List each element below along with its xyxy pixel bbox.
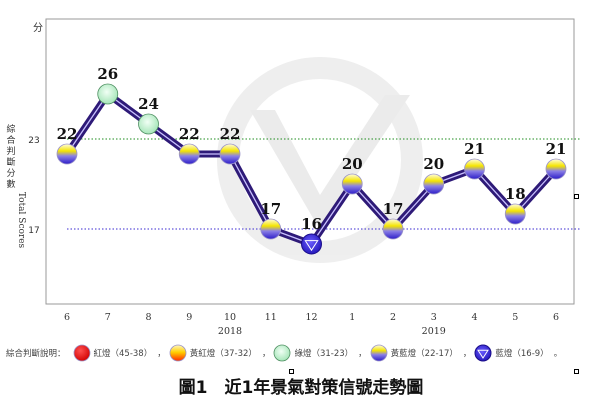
value-label-0: 22: [57, 125, 78, 143]
value-label-6: 16: [301, 215, 322, 233]
legend-item-blue: 藍燈（16-9）: [473, 343, 549, 363]
value-label-9: 20: [423, 155, 444, 173]
marker-6-0: [56, 143, 78, 165]
legend-marker-red: [73, 344, 90, 362]
value-label-1: 26: [97, 65, 118, 83]
x-tick-label-5: 11: [265, 312, 277, 323]
marker-8-2: [138, 113, 159, 135]
selection-handle-bottom-right[interactable]: [574, 369, 579, 374]
marker-10-4: [219, 143, 241, 165]
legend-separator: ，: [358, 349, 367, 359]
legend: 綜合判斷說明： 紅燈（45-38） ， 黃紅燈（37-32） ， 綠燈（31-23） ， 黃…: [6, 340, 564, 366]
x-tick-label-2: 8: [145, 312, 151, 323]
year-labels: 2018 2019: [218, 326, 446, 337]
y-axis-label-en: Total Scores: [16, 192, 26, 249]
value-label-8: 17: [383, 200, 404, 218]
year-label-2019: 2019: [422, 326, 446, 337]
legend-marker-yellow-blue: [370, 344, 388, 362]
y-tick-label-17: 17: [28, 226, 39, 236]
legend-swatch-yellow-red: [169, 344, 187, 362]
legend-label: 綠燈（31-23）: [294, 349, 354, 359]
y-axis-label-zh: 綜合判斷分數: [6, 123, 15, 190]
marker-11-5: [260, 218, 282, 240]
legend-item-green: 綠燈（31-23）: [272, 343, 353, 363]
value-label-2: 24: [138, 95, 159, 113]
marker-12-6-triangle: [304, 240, 319, 252]
marker-3-9: [423, 173, 445, 195]
y-tick-label-23: 23: [28, 136, 39, 146]
chart-title: 圖1 近1年景氣對策信號走勢圖: [178, 378, 424, 398]
legend-separator: ，: [261, 349, 271, 359]
legend-label: 黃紅燈（37-32）: [189, 349, 257, 359]
y-unit-label: 分: [33, 22, 43, 34]
selection-handle-bottom-left[interactable]: [289, 369, 294, 374]
value-labels: 22 26 24 22 22 17 16 20 17 20 21 18 21: [57, 65, 567, 233]
x-tick-label-7: 1: [349, 312, 355, 323]
legend-marker-green: [274, 344, 291, 362]
x-tick-label-10: 4: [471, 312, 477, 323]
marker-1-7: [341, 173, 363, 195]
legend-separator: 。: [553, 349, 563, 359]
value-label-5: 17: [260, 200, 281, 218]
marker-6-12: [545, 158, 567, 180]
value-label-4: 22: [220, 125, 241, 143]
legend-marker-yellow-red: [169, 344, 187, 362]
marker-9-3: [178, 143, 200, 165]
value-label-10: 21: [464, 140, 485, 158]
legend-item-red: 紅燈（45-38）: [72, 343, 153, 363]
value-label-11: 18: [505, 185, 526, 203]
x-tick-label-12: 6: [553, 312, 559, 323]
x-tick-label-3: 9: [186, 312, 192, 323]
legend-swatch-red: [73, 344, 90, 362]
legend-swatch-blue: [474, 344, 492, 362]
legend-label: 黃藍燈（22-17）: [390, 349, 458, 359]
plot-frame: [45, 18, 575, 305]
x-tick-label-11: 5: [512, 312, 518, 323]
x-tick-label-9: 3: [431, 312, 437, 323]
year-label-2018: 2018: [218, 326, 242, 337]
marker-2-8: [382, 218, 404, 240]
marker-12-6: [301, 233, 322, 255]
value-label-7: 20: [342, 155, 363, 173]
legend-separator: ，: [157, 349, 166, 359]
value-label-12: 21: [546, 140, 567, 158]
x-tick-label-4: 10: [224, 312, 236, 323]
legend-marker-blue: [474, 344, 492, 362]
legend-marker-blue-triangle: [477, 349, 490, 359]
legend-swatch-green: [274, 344, 291, 362]
marker-4-10: [464, 158, 485, 180]
legend-label: 紅燈（45-38）: [93, 349, 153, 359]
legend-separator: ，: [462, 349, 472, 359]
signal-markers: [56, 83, 567, 255]
x-tick-label-8: 2: [390, 312, 396, 323]
value-label-3: 22: [179, 125, 200, 143]
x-tick-label-6: 12: [305, 312, 317, 323]
legend-lead: 綜合判斷說明：: [6, 349, 66, 359]
x-tick-label-1: 7: [105, 312, 111, 323]
x-tick-labels: 6 7 8 9 10 11 12 1 2 3 4 5 6: [64, 312, 559, 323]
marker-7-1: [97, 83, 119, 105]
selection-handle-right[interactable]: [574, 194, 579, 199]
legend-swatch-yellow-blue: [370, 344, 388, 362]
x-tick-label-0: 6: [64, 312, 70, 323]
marker-5-11: [504, 203, 526, 225]
legend-item-yellow-red: 黃紅燈（37-32）: [168, 343, 257, 363]
legend-item-yellow-blue: 黃藍燈（22-17）: [369, 343, 458, 363]
legend-label: 藍燈（16-9）: [495, 349, 549, 359]
